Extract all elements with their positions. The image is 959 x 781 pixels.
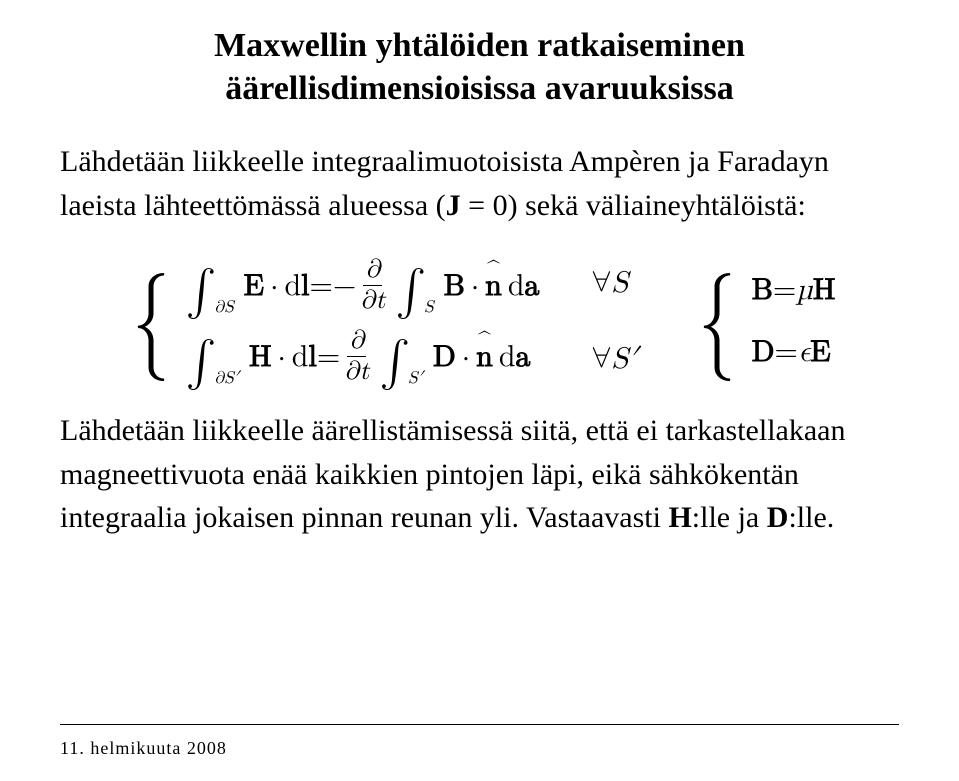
footer-rule xyxy=(60,724,899,725)
equations-block: { ∫ ∂S E ·dl = − ∂ ∂t xyxy=(60,257,899,385)
unit-normal-n: n xyxy=(485,268,502,304)
partial-over-partial-t: ∂ ∂t xyxy=(360,257,385,314)
intro-paragraph: Lähdetään liikkeelle integraalimuotoisis… xyxy=(60,140,899,227)
field-E: E xyxy=(244,268,264,304)
equals-text: = xyxy=(317,339,340,375)
constitutive-group: { B = µ H D = ϵ E xyxy=(690,266,836,376)
title-line-2: äärellisdimensioisissa avaruuksissa xyxy=(225,70,734,107)
integral-equations: ∫ ∂S E ·dl = − ∂ ∂t ∫ S xyxy=(186,257,540,385)
equals-text: = xyxy=(309,268,332,304)
forall-S: ∀S xyxy=(592,265,638,301)
integral-icon: ∫ xyxy=(186,335,217,390)
integral-sub: S′ xyxy=(408,369,423,389)
closing-paragraph: Lähdetään liikkeelle äärellistämisessä s… xyxy=(60,409,899,540)
forall-column: ∀S ∀S′ xyxy=(592,265,638,377)
ampere-equation: ∫ ∂S′ H ·dl = ∂ ∂t ∫ S′ xyxy=(186,328,540,385)
constitutive-equations: B = µ H D = ϵ E xyxy=(752,266,836,376)
partial-over-partial-t: ∂ ∂t xyxy=(344,328,369,385)
footer-date: 11. helmikuuta 2008 xyxy=(60,738,227,759)
faraday-equation: ∫ ∂S E ·dl = − ∂ ∂t ∫ S xyxy=(186,257,540,314)
integral-icon: ∫ xyxy=(396,264,427,319)
field-H: H xyxy=(249,339,272,375)
integral-icon: ∫ xyxy=(380,335,411,390)
left-brace-icon: { xyxy=(132,278,170,364)
unit-normal-n: n xyxy=(476,339,493,375)
forall-S-prime: ∀S′ xyxy=(592,341,638,377)
field-B: B xyxy=(444,268,465,304)
page-title: Maxwellin yhtälöiden ratkaiseminen äärel… xyxy=(60,25,899,110)
integral-sub: ∂S xyxy=(214,298,233,318)
title-line-1: Maxwellin yhtälöiden ratkaiseminen xyxy=(214,27,745,64)
minus-text: − xyxy=(333,268,356,304)
integral-sub: S xyxy=(424,298,433,318)
field-D: D xyxy=(433,339,456,375)
slide-page: Maxwellin yhtälöiden ratkaiseminen äärel… xyxy=(0,0,959,781)
equations-row: { ∫ ∂S E ·dl = − ∂ ∂t xyxy=(60,257,899,385)
integral-sub: ∂S′ xyxy=(214,369,239,389)
constitutive-2: D = ϵ E xyxy=(752,334,836,370)
constitutive-1: B = µ H xyxy=(752,272,836,308)
left-brace-icon: { xyxy=(698,278,736,364)
integral-equations-group: { ∫ ∂S E ·dl = − ∂ ∂t xyxy=(124,257,540,385)
integral-icon: ∫ xyxy=(186,264,217,319)
